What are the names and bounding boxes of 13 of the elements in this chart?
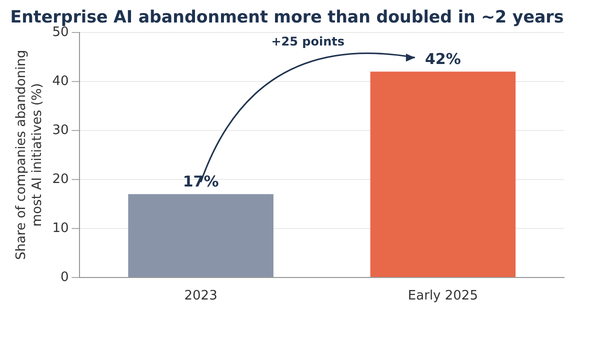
x-tick-label: Early 2025: [408, 288, 478, 304]
y-tick-label: 20: [52, 172, 69, 187]
y-tick-label: 0: [60, 270, 69, 285]
y-tick-label: 30: [52, 122, 69, 138]
y-tick-label: 50: [52, 24, 69, 40]
y-tick-label: 10: [52, 220, 69, 236]
y-axis-title: Share of companies abandoning most AI initiatives (%): [14, 50, 45, 260]
x-tick-label: 2023: [184, 288, 218, 304]
data-label: 42%: [424, 50, 461, 68]
y-tick-label: 40: [52, 74, 69, 89]
data-label: 17%: [182, 172, 219, 190]
chart-title: Enterprise AI abandonment more than doubled in ~2 years: [10, 6, 564, 27]
annotation: +25 points: [271, 34, 345, 49]
